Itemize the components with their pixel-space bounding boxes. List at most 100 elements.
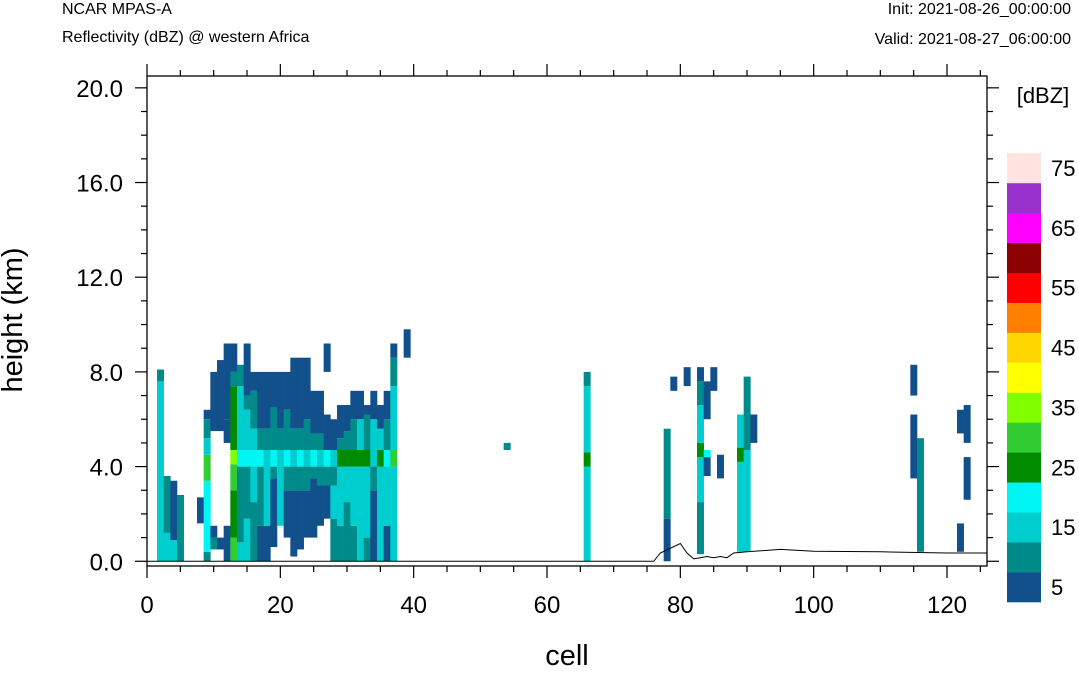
reflectivity-cell [257,428,264,451]
x-tick-label: 120 [927,592,967,619]
reflectivity-cell [337,438,344,451]
reflectivity-cell [350,525,358,562]
reflectivity-cell [370,466,378,491]
reflectivity-cell [250,466,258,503]
x-axis-tick-labels: 0 20 40 60 80 100 120 [140,592,967,619]
reflectivity-cell [330,518,338,562]
reflectivity-cell [203,454,211,481]
reflectivity-cell [303,490,311,538]
reflectivity-cell [323,343,331,372]
reflectivity-cell [350,450,358,467]
reflectivity-cell [963,405,971,443]
reflectivity-cell [703,457,711,477]
reflectivity-cell [697,405,704,443]
reflectivity-cell [270,478,278,548]
reflectivity-cell [697,502,704,555]
reflectivity-cell [343,450,351,467]
reflectivity-cell [277,428,284,451]
reflectivity-cell [343,502,351,562]
reflectivity-cell [343,466,351,503]
reflectivity-cell [743,450,751,552]
reflectivity-cell [250,450,258,467]
reflectivity-cell [310,433,318,451]
reflectivity-cell [210,537,218,550]
colorbar-box [1007,422,1041,453]
reflectivity-cell [583,386,591,453]
reflectivity-cell [683,367,691,387]
reflectivity-cell [157,369,164,382]
reflectivity-cell [323,450,331,467]
reflectivity-cell [337,525,344,562]
reflectivity-cell [297,357,304,429]
colorbar-label: 5 [1051,575,1063,600]
reflectivity-cell [377,405,384,429]
x-tick-label: 100 [794,592,834,619]
reflectivity-cell [390,386,398,451]
reflectivity-cell [257,466,264,526]
reflectivity-cell [583,466,591,562]
y-tick-label: 0.0 [90,549,123,576]
colorbar-box [1007,542,1041,573]
reflectivity-cell [370,419,378,451]
reflectivity-cell [257,450,264,467]
colorbar-box [1007,482,1041,513]
x-tick-label: 60 [534,592,561,619]
reflectivity-cell [737,461,744,552]
reflectivity-cell [323,414,331,451]
reflectivity-cell [357,513,364,562]
valid-time-label: Valid: 2021-08-27_06:00:00 [874,31,1071,48]
chart-model-label: NCAR MPAS-A [62,1,172,18]
reflectivity-cell [230,450,238,465]
colorbar-label: 45 [1051,336,1075,361]
reflectivity-cell [270,371,278,408]
reflectivity-cell [283,490,291,538]
reflectivity-cell [197,497,204,524]
colorbar [1007,153,1041,603]
reflectivity-cell [237,450,244,467]
reflectivity-cell [290,466,298,491]
colorbar-box [1007,332,1041,363]
reflectivity-cell [263,466,271,526]
x-tick-label: 40 [400,592,427,619]
reflectivity-cell [237,542,244,562]
colorbar-box [1007,452,1041,483]
reflectivity-cell [223,419,231,443]
reflectivity-cell [230,343,238,372]
reflectivity-cell [343,431,351,451]
reflectivity-cell [363,537,371,562]
reflectivity-cell [330,450,338,467]
colorbar-label: 55 [1051,276,1075,301]
reflectivity-cell [697,442,704,458]
y-tick-label: 16.0 [76,171,123,198]
reflectivity-cell [583,452,591,467]
reflectivity-cell [243,466,251,519]
reflectivity-cell [290,490,298,557]
reflectivity-cell [210,371,218,432]
reflectivity-cell [957,523,964,552]
reflectivity-cell [177,494,184,562]
reflectivity-cell [910,414,918,479]
y-tick-label: 12.0 [76,265,123,292]
y-axis-label: height (km) [0,247,29,392]
reflectivity-cell [377,428,384,451]
colorbar-box [1007,302,1041,333]
reflectivity-cell [917,438,924,552]
reflectivity-cell [243,450,251,467]
reflectivity-cell [250,390,258,429]
reflectivity-cell [303,357,311,420]
reflectivity-cell [383,466,391,526]
plot-border [146,75,988,567]
reflectivity-cell [350,466,358,526]
reflectivity-cell [390,343,398,358]
colorbar-label: 65 [1051,216,1075,241]
reflectivity-cell [270,450,278,467]
reflectivity-cell [317,433,324,451]
reflectivity-cell [263,371,271,429]
reflectivity-cell [157,381,164,562]
reflectivity-cell [403,329,411,358]
reflectivity-cell [290,357,298,429]
reflectivity-cell [963,457,971,500]
reflectivity-cell [270,466,278,479]
reflectivity-cell [203,551,211,562]
reflectivity-cell [357,450,364,467]
